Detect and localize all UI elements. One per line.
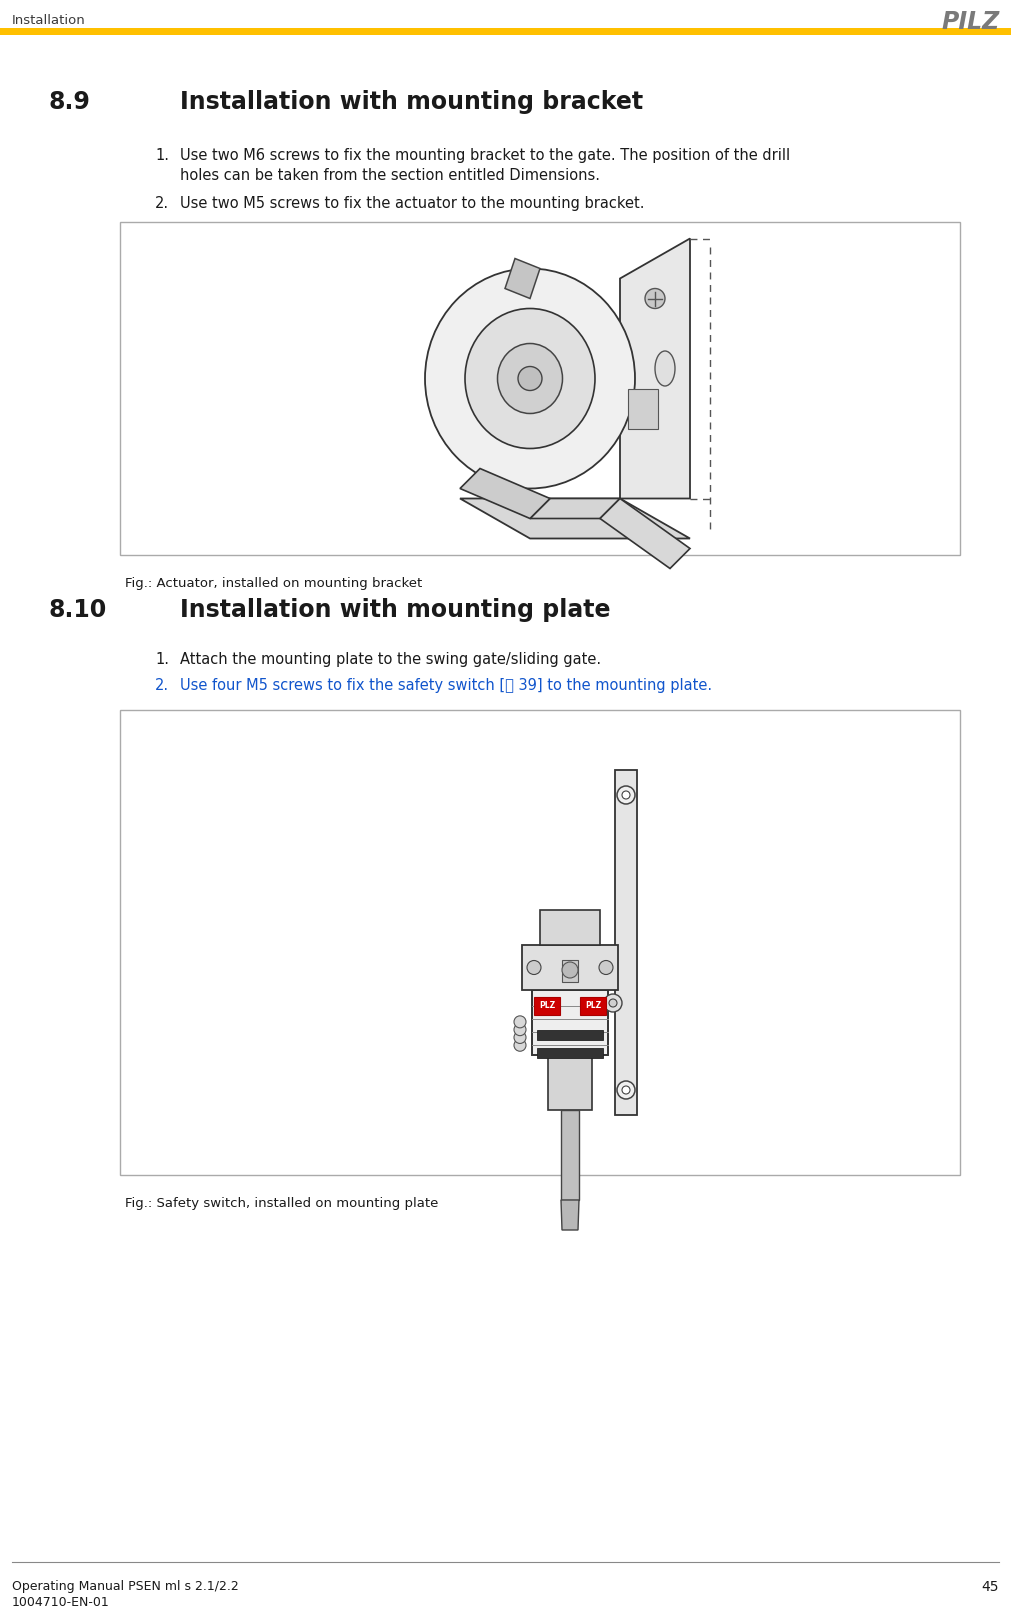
Circle shape — [514, 1031, 526, 1044]
Circle shape — [622, 792, 630, 800]
Bar — [561, 1110, 579, 1200]
Circle shape — [604, 994, 622, 1012]
Circle shape — [527, 961, 541, 975]
Circle shape — [562, 962, 578, 978]
Text: 1004710-EN-01: 1004710-EN-01 — [12, 1596, 110, 1609]
Text: Installation with mounting bracket: Installation with mounting bracket — [180, 90, 643, 114]
Text: 1.: 1. — [155, 652, 169, 668]
Bar — [628, 388, 658, 428]
Text: Installation: Installation — [12, 14, 86, 27]
Bar — [120, 222, 960, 555]
Text: Installation with mounting plate: Installation with mounting plate — [180, 599, 611, 623]
Text: Attach the mounting plate to the swing gate/sliding gate.: Attach the mounting plate to the swing g… — [180, 652, 602, 668]
Circle shape — [514, 1015, 526, 1028]
Bar — [534, 996, 560, 1015]
Ellipse shape — [655, 351, 675, 386]
Text: 1.: 1. — [155, 148, 169, 163]
Text: 45: 45 — [982, 1580, 999, 1595]
Circle shape — [514, 1023, 526, 1036]
Text: PLZ: PLZ — [585, 1001, 602, 1010]
Bar — [580, 996, 606, 1015]
Polygon shape — [600, 499, 690, 568]
Text: holes can be taken from the section entitled Dimensions.: holes can be taken from the section enti… — [180, 167, 600, 183]
Text: Fig.: Safety switch, installed on mounting plate: Fig.: Safety switch, installed on mounti… — [125, 1197, 439, 1210]
Bar — [537, 1030, 603, 1039]
Bar — [615, 771, 637, 1115]
Bar — [548, 1056, 592, 1110]
Circle shape — [599, 961, 613, 975]
Polygon shape — [530, 499, 620, 518]
Circle shape — [645, 288, 665, 309]
Circle shape — [518, 367, 542, 391]
Text: Use two M6 screws to fix the mounting bracket to the gate. The position of the d: Use two M6 screws to fix the mounting br… — [180, 148, 791, 163]
Bar — [540, 911, 600, 944]
Text: 8.10: 8.10 — [48, 599, 106, 623]
Bar — [532, 990, 608, 1056]
Text: 8.9: 8.9 — [48, 90, 90, 114]
Text: Operating Manual PSEN ml s 2.1/2.2: Operating Manual PSEN ml s 2.1/2.2 — [12, 1580, 239, 1593]
Ellipse shape — [497, 343, 562, 414]
Bar — [522, 944, 618, 990]
Text: Use two M5 screws to fix the actuator to the mounting bracket.: Use two M5 screws to fix the actuator to… — [180, 196, 644, 211]
Circle shape — [617, 787, 635, 804]
Polygon shape — [460, 468, 550, 518]
Circle shape — [514, 1039, 526, 1051]
Polygon shape — [561, 1200, 579, 1229]
Bar — [0, 27, 1011, 35]
Text: Use four M5 screws to fix the safety switch [⧉ 39] to the mounting plate.: Use four M5 screws to fix the safety swi… — [180, 677, 712, 693]
Circle shape — [617, 1081, 635, 1099]
Bar — [562, 961, 578, 981]
Ellipse shape — [465, 309, 595, 449]
Text: PILZ: PILZ — [942, 10, 1000, 34]
Polygon shape — [460, 499, 690, 539]
Text: PLZ: PLZ — [539, 1001, 555, 1010]
Bar — [537, 1047, 603, 1057]
Polygon shape — [506, 259, 540, 299]
Polygon shape — [620, 238, 690, 499]
Circle shape — [609, 999, 617, 1007]
Text: 2.: 2. — [155, 677, 169, 693]
Circle shape — [622, 1086, 630, 1094]
Bar — [120, 710, 960, 1175]
Text: 2.: 2. — [155, 196, 169, 211]
Text: Fig.: Actuator, installed on mounting bracket: Fig.: Actuator, installed on mounting br… — [125, 578, 423, 591]
Ellipse shape — [425, 269, 635, 489]
